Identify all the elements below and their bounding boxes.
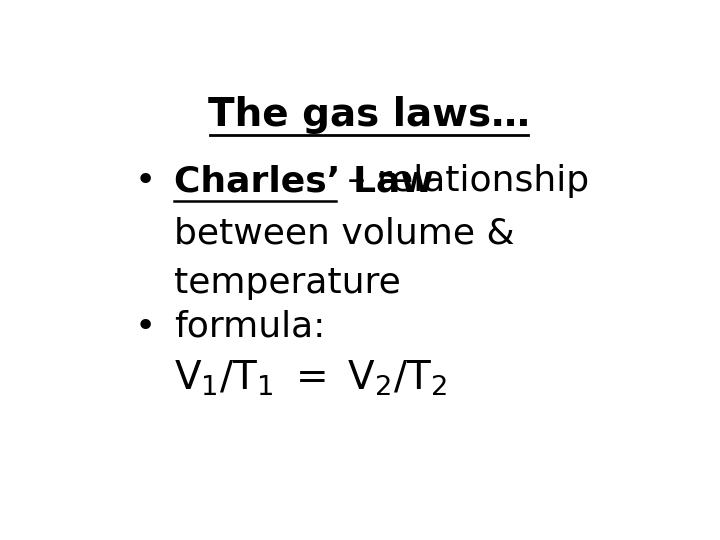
Text: The gas laws…: The gas laws…	[208, 96, 530, 134]
Text: – relationship: – relationship	[336, 164, 589, 198]
Text: between volume &: between volume &	[174, 216, 514, 250]
Text: formula:: formula:	[174, 310, 325, 344]
Text: Charles’ Law: Charles’ Law	[174, 164, 433, 198]
Text: temperature: temperature	[174, 266, 400, 300]
Text: $\mathsf{V_1/T_1\ =\ V_2/T_2}$: $\mathsf{V_1/T_1\ =\ V_2/T_2}$	[174, 359, 446, 399]
Text: •: •	[135, 310, 156, 344]
Text: •: •	[135, 164, 156, 198]
